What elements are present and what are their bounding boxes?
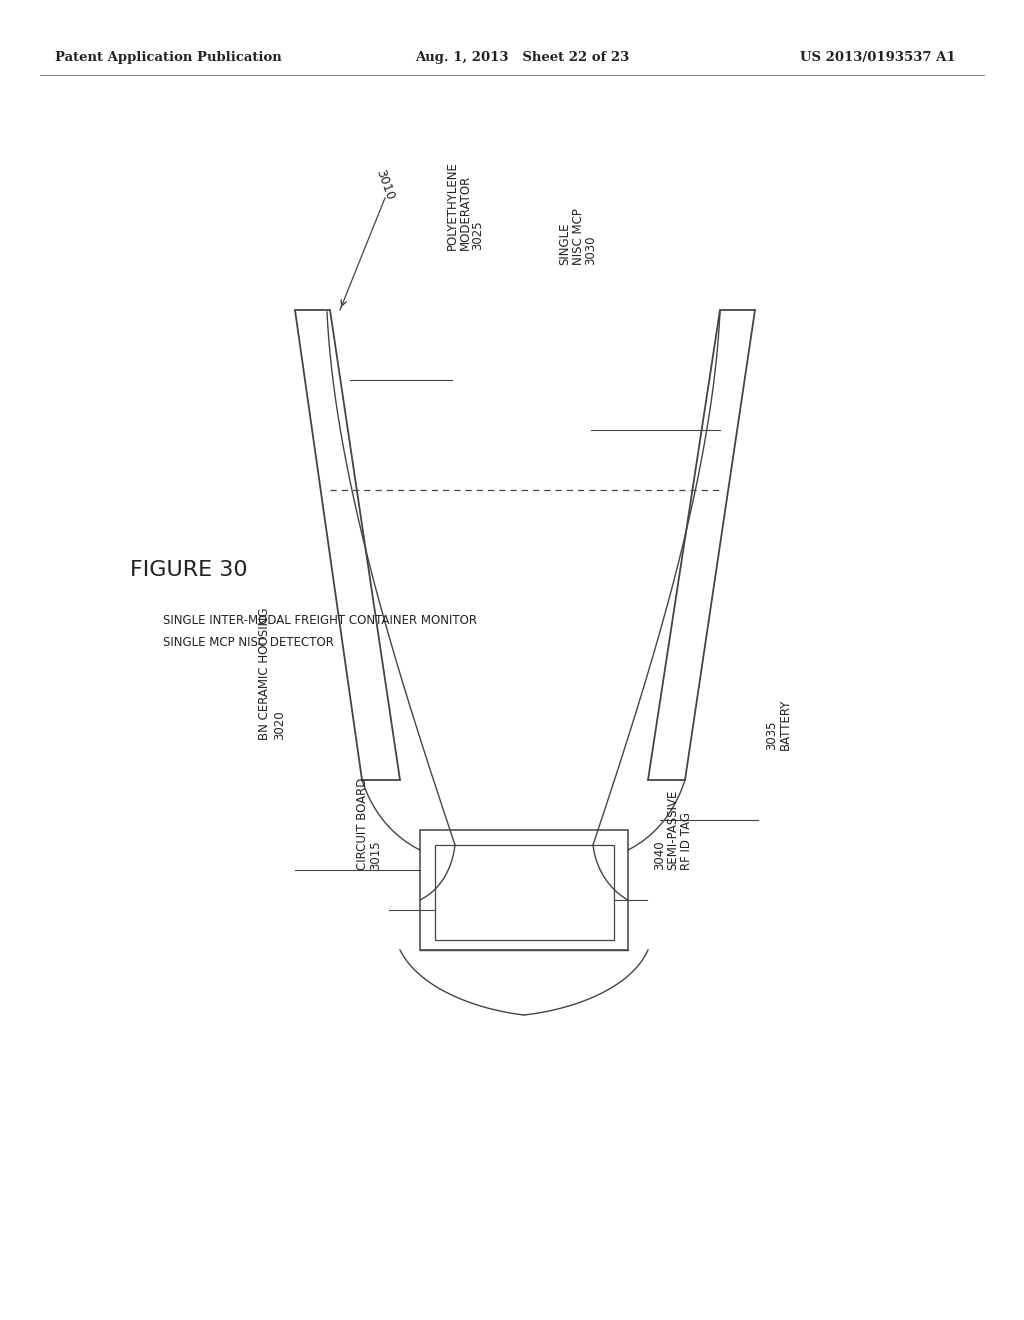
Text: US 2013/0193537 A1: US 2013/0193537 A1	[800, 51, 955, 65]
Text: SEMI-PASSIVE: SEMI-PASSIVE	[667, 789, 680, 870]
Text: 3020: 3020	[273, 710, 287, 741]
Text: Aug. 1, 2013   Sheet 22 of 23: Aug. 1, 2013 Sheet 22 of 23	[415, 51, 630, 65]
Text: FIGURE 30: FIGURE 30	[130, 560, 248, 579]
Text: MODERATOR: MODERATOR	[459, 174, 471, 249]
Text: 3035: 3035	[766, 721, 778, 750]
Text: Patent Application Publication: Patent Application Publication	[55, 51, 282, 65]
Text: CIRCUIT BOARD: CIRCUIT BOARD	[356, 777, 370, 870]
Text: SINGLE INTER-MODAL FREIGHT CONTAINER MONITOR: SINGLE INTER-MODAL FREIGHT CONTAINER MON…	[163, 614, 477, 627]
Bar	[420, 830, 628, 950]
Text: RF ID TAG: RF ID TAG	[680, 812, 692, 870]
Text: 3030: 3030	[585, 235, 597, 265]
Text: SINGLE MCP NISC DETECTOR: SINGLE MCP NISC DETECTOR	[163, 636, 334, 649]
Bar	[435, 845, 614, 940]
Text: SINGLE: SINGLE	[558, 223, 571, 265]
Text: BN CERAMIC HOUSING: BN CERAMIC HOUSING	[258, 607, 271, 741]
Text: 3025: 3025	[471, 220, 484, 249]
Text: 3015: 3015	[370, 841, 383, 870]
Text: 3040: 3040	[653, 841, 667, 870]
Text: 3010: 3010	[374, 168, 396, 202]
Text: NISC MCP: NISC MCP	[571, 209, 585, 265]
Text: BATTERY: BATTERY	[778, 698, 792, 750]
Text: POLYETHYLENE: POLYETHYLENE	[445, 161, 459, 249]
